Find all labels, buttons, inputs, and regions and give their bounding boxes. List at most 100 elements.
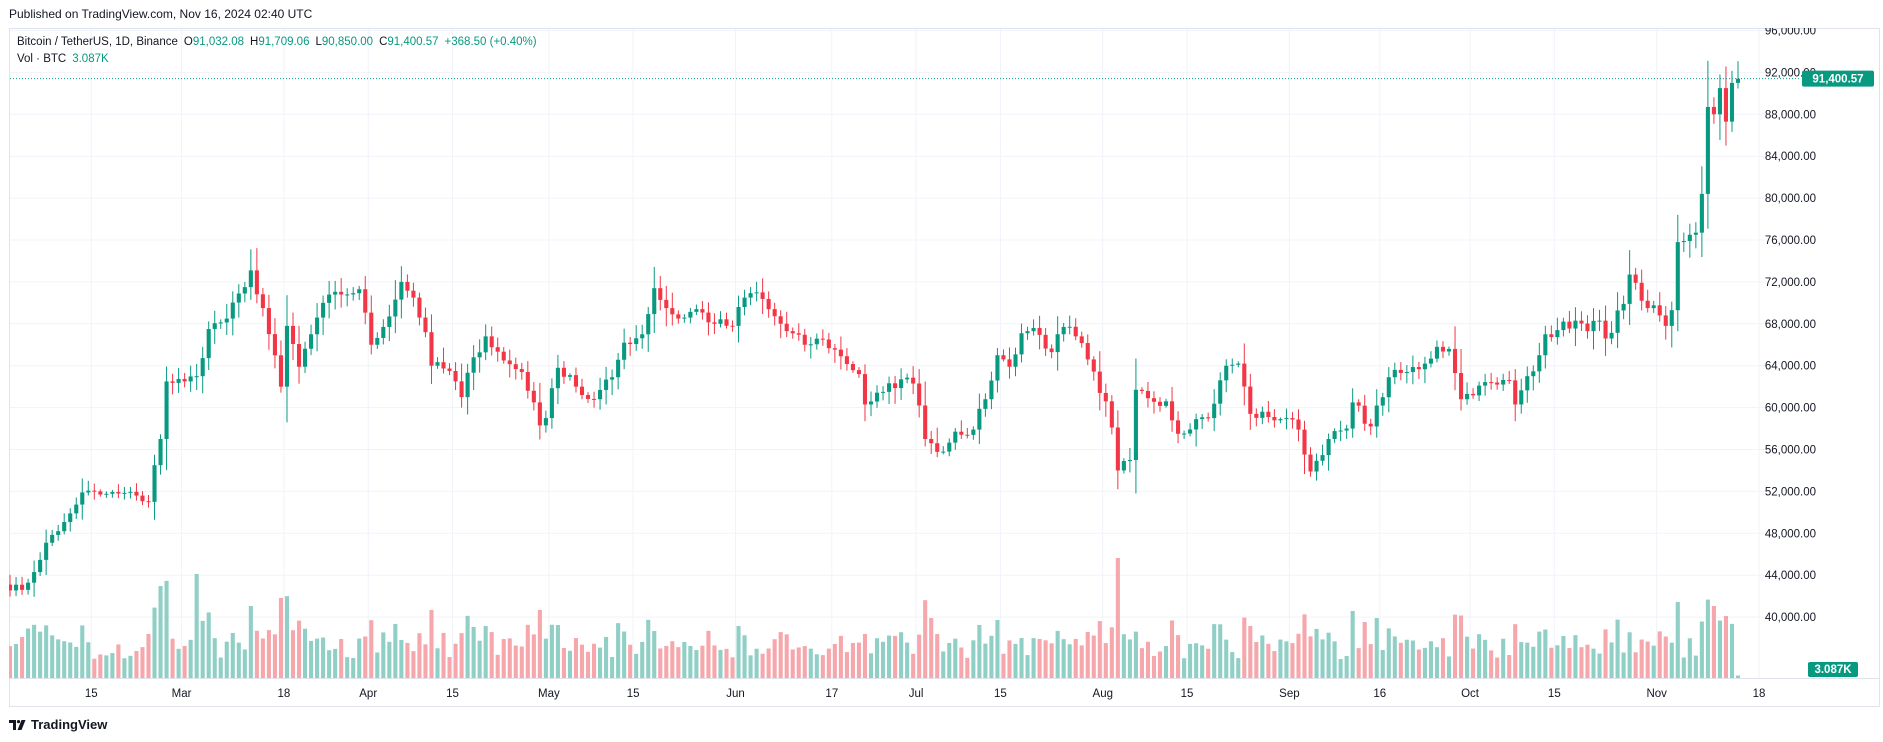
candle-body	[622, 342, 627, 360]
time-tick-label: Jul	[909, 688, 924, 700]
candle-body	[1567, 321, 1572, 329]
candle-body	[224, 318, 229, 323]
volume-bar	[1651, 645, 1656, 678]
candle-body	[935, 443, 940, 452]
volume-bar	[405, 642, 410, 678]
price-tick-label: 56,000.00	[1765, 445, 1816, 457]
volume-bar	[435, 648, 440, 678]
candle-body	[1236, 363, 1241, 365]
volume-bar	[1561, 635, 1566, 678]
volume-bar	[856, 642, 862, 678]
volume-bar	[495, 654, 500, 678]
volume-bar	[26, 628, 31, 678]
volume-bar	[1711, 606, 1716, 678]
last-price-badge	[1802, 70, 1874, 87]
volume-bar	[32, 624, 37, 678]
volume-bar	[1001, 653, 1006, 678]
candle-body	[1031, 327, 1036, 332]
volume-bar	[1446, 656, 1452, 678]
candle-body	[1434, 346, 1440, 359]
candle-body	[1338, 430, 1343, 432]
candle-body	[1452, 348, 1458, 374]
candle-body	[345, 294, 350, 296]
tradingview-logo-text: TradingView	[31, 717, 108, 732]
candle-body	[1380, 397, 1385, 406]
volume-label[interactable]: Vol · BTC	[17, 53, 67, 65]
ohlc-row: Bitcoin / TetherUS, 1D, Binance O91,032.…	[17, 34, 537, 51]
volume-bar	[585, 651, 591, 678]
candle-body	[182, 378, 187, 382]
candle-body	[712, 322, 717, 324]
volume-bar	[1368, 644, 1373, 678]
volume-bar	[1537, 631, 1542, 678]
volume-bar	[802, 646, 807, 678]
candle-body	[1182, 433, 1187, 435]
volume-bar	[248, 606, 253, 678]
candle-body	[561, 367, 566, 377]
candle-body	[471, 357, 476, 373]
volume-bar	[1025, 655, 1030, 678]
price-tick-label: 80,000.00	[1765, 193, 1816, 205]
volume-bar	[935, 634, 940, 678]
volume-bar	[44, 625, 49, 678]
volume-bar	[1663, 636, 1668, 678]
volume-bar	[423, 644, 428, 678]
candle-body	[1603, 320, 1608, 339]
candle-body	[1176, 420, 1181, 434]
volume-bar	[1284, 641, 1289, 678]
last-volume-badge-text: 3.087K	[1814, 664, 1852, 676]
candle-body	[1218, 380, 1223, 404]
volume-bar	[1332, 641, 1337, 678]
volume-bar	[1705, 599, 1710, 678]
candle-body	[784, 323, 789, 332]
volume-bar	[1212, 624, 1217, 678]
volume-bar	[616, 623, 621, 678]
candle-body	[1501, 379, 1506, 385]
close-value: 91,400.57	[387, 36, 439, 48]
symbol-label[interactable]: Bitcoin / TetherUS, 1D, Binance	[17, 36, 178, 48]
volume-bar	[1176, 635, 1181, 678]
candle-body	[838, 349, 843, 357]
candle-body	[1627, 274, 1632, 304]
high-value: 91,709.06	[258, 36, 310, 48]
candle-body	[1645, 300, 1650, 309]
volume-bar	[309, 640, 314, 678]
volume-bar	[959, 647, 964, 678]
candle-body	[1693, 232, 1698, 235]
volume-bar	[1278, 639, 1283, 678]
time-axis[interactable]: 15 Mar 18 Apr 15 May 15 Jun 17 Jul 15 Aug 15 Sep 16 Oct…	[10, 678, 1879, 701]
volume-bar	[513, 645, 518, 678]
volume-bar	[1194, 643, 1199, 678]
tradingview-logo[interactable]: TradingView	[9, 717, 107, 732]
candle-body	[254, 270, 259, 295]
candle-body	[429, 332, 434, 366]
candle-body	[808, 344, 813, 346]
candle-body	[152, 465, 157, 502]
candle-body	[1332, 431, 1337, 440]
candle-body	[1157, 401, 1163, 406]
candle-body	[333, 291, 338, 295]
volume-bar	[1483, 639, 1488, 678]
volume-bar	[1585, 644, 1590, 678]
volume-bar	[911, 653, 916, 678]
candle-body	[176, 378, 181, 383]
volume-bar	[778, 632, 783, 678]
volume-bar	[1579, 647, 1584, 678]
candle-body	[513, 364, 518, 370]
volume-bar	[459, 633, 464, 678]
volume-bar	[164, 580, 169, 678]
volume-bar	[1525, 642, 1530, 678]
volume-bar	[989, 635, 994, 678]
volume-bar	[579, 644, 585, 678]
chart-frame[interactable]: 96,000.0092,000.0088,000.0084,000.0080,0…	[9, 28, 1880, 707]
volume-bar	[682, 641, 687, 678]
volume-bar	[1374, 618, 1379, 678]
volume-bar	[1513, 624, 1518, 678]
price-axis[interactable]: 96,000.0092,000.0088,000.0084,000.0080,0…	[1765, 28, 1816, 624]
candle-body	[62, 521, 67, 532]
volume-bar	[104, 655, 109, 678]
volume-bar	[98, 654, 103, 678]
candle-body	[1458, 373, 1464, 400]
candle-body	[1025, 331, 1030, 334]
candle-body	[670, 308, 675, 315]
